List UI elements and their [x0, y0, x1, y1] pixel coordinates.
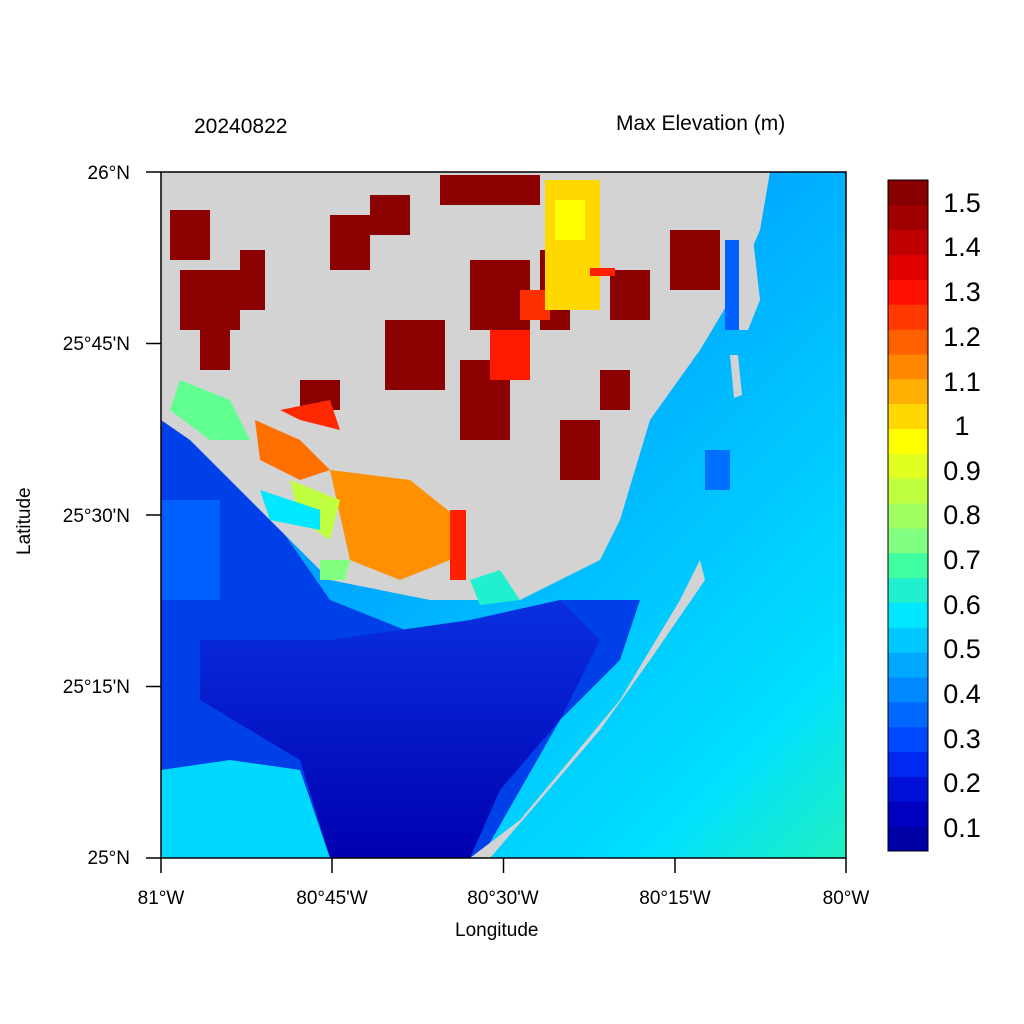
colorbar-label: 1: [954, 411, 970, 441]
colorbar: [888, 180, 928, 852]
colorbar-label: 0.6: [943, 590, 981, 620]
variable-title: Max Elevation (m): [616, 112, 786, 135]
colorbar-swatch: [888, 329, 928, 355]
gradient-band-5: [470, 570, 520, 605]
west-patch: [161, 500, 220, 600]
ytick-label: 25°30'N: [62, 506, 130, 527]
colorbar-swatch: [888, 552, 928, 579]
orange-band: [255, 420, 330, 480]
colorbar-swatch: [888, 428, 928, 454]
xtick-label: 80°W: [822, 888, 870, 909]
colorbar-swatch: [888, 627, 928, 653]
gradient-band-4: [260, 490, 320, 530]
colorbar-swatch: [888, 229, 928, 256]
red-band-west: [280, 400, 340, 430]
ytick-label: 26°N: [87, 163, 130, 184]
colorbar-swatch: [888, 204, 928, 231]
colorbar-label: 0.3: [943, 724, 981, 754]
colorbar-label: 1.4: [943, 232, 981, 262]
colorbar-swatch: [888, 577, 928, 603]
colorbar-label: 0.9: [943, 456, 981, 486]
colorbar-swatch: [888, 826, 928, 852]
colorbar-swatch: [888, 726, 928, 753]
xtick-label: 80°30'W: [467, 888, 539, 909]
red-patch: [490, 330, 530, 380]
colorbar-swatch: [888, 304, 928, 330]
colorbar-swatch: [888, 801, 928, 827]
colorbar-label: 0.1: [943, 813, 981, 843]
yellow-patch-2: [555, 200, 585, 240]
colorbar-swatch: [888, 527, 928, 554]
colorbar-swatch: [888, 279, 928, 305]
ytick-label: 25°15'N: [62, 677, 130, 698]
red-column: [450, 510, 466, 580]
colorbar-swatch: [888, 652, 928, 678]
colorbar-frame: [887, 179, 929, 852]
xtick-label: 81°W: [137, 888, 185, 909]
ytick-label: 25°45'N: [62, 334, 130, 355]
sw-shallow-region: [161, 760, 330, 858]
key-biscayne: [730, 355, 742, 398]
colorbar-swatch: [888, 478, 928, 504]
colorbar-label: 1.3: [943, 277, 981, 307]
xtick-label: 80°15'W: [639, 888, 711, 909]
x-axis-title: Longitude: [455, 920, 539, 941]
colorbar-label: 0.2: [943, 768, 981, 798]
colorbar-swatch: [888, 503, 928, 529]
biscayne-bay: [725, 240, 739, 330]
colorbar-swatch: [888, 403, 928, 430]
tick-marks: [146, 171, 847, 873]
colorbar-label: 0.5: [943, 634, 981, 664]
miami-beach: [738, 230, 760, 330]
ocean-patch: [705, 450, 730, 490]
colorbar-label: 1.1: [943, 367, 981, 397]
colorbar-swatch: [888, 701, 928, 728]
colorbar-swatch: [888, 453, 928, 479]
colorbar-label: 0.4: [943, 679, 981, 709]
gradient-band-6: [320, 560, 350, 580]
colorbar-label: 1.5: [943, 188, 981, 218]
map-field: [161, 172, 846, 858]
colorbar-swatch: [888, 180, 928, 206]
colorbar-swatch: [888, 751, 928, 777]
ytick-label: 25°N: [87, 848, 130, 869]
florida-bay-region: [200, 600, 600, 858]
colorbar-swatch: [888, 254, 928, 280]
gradient-band-1: [330, 470, 460, 580]
date-label: 20240822: [194, 115, 288, 138]
colorbar-swatch: [888, 677, 928, 703]
colorbar-label: 1.2: [943, 322, 981, 352]
xtick-label: 80°45'W: [296, 888, 368, 909]
colorbar-swatch: [888, 776, 928, 802]
colorbar-swatch: [888, 353, 928, 380]
colorbar-swatch: [888, 378, 928, 405]
colorbar-label: 0.7: [943, 545, 981, 575]
gradient-band-3: [170, 380, 250, 440]
colorbar-swatch: [888, 602, 928, 628]
colorbar-label: 0.8: [943, 500, 981, 530]
y-axis-title: Latitude: [14, 487, 35, 555]
red-strip: [590, 268, 615, 276]
yellow-patch: [545, 180, 600, 310]
